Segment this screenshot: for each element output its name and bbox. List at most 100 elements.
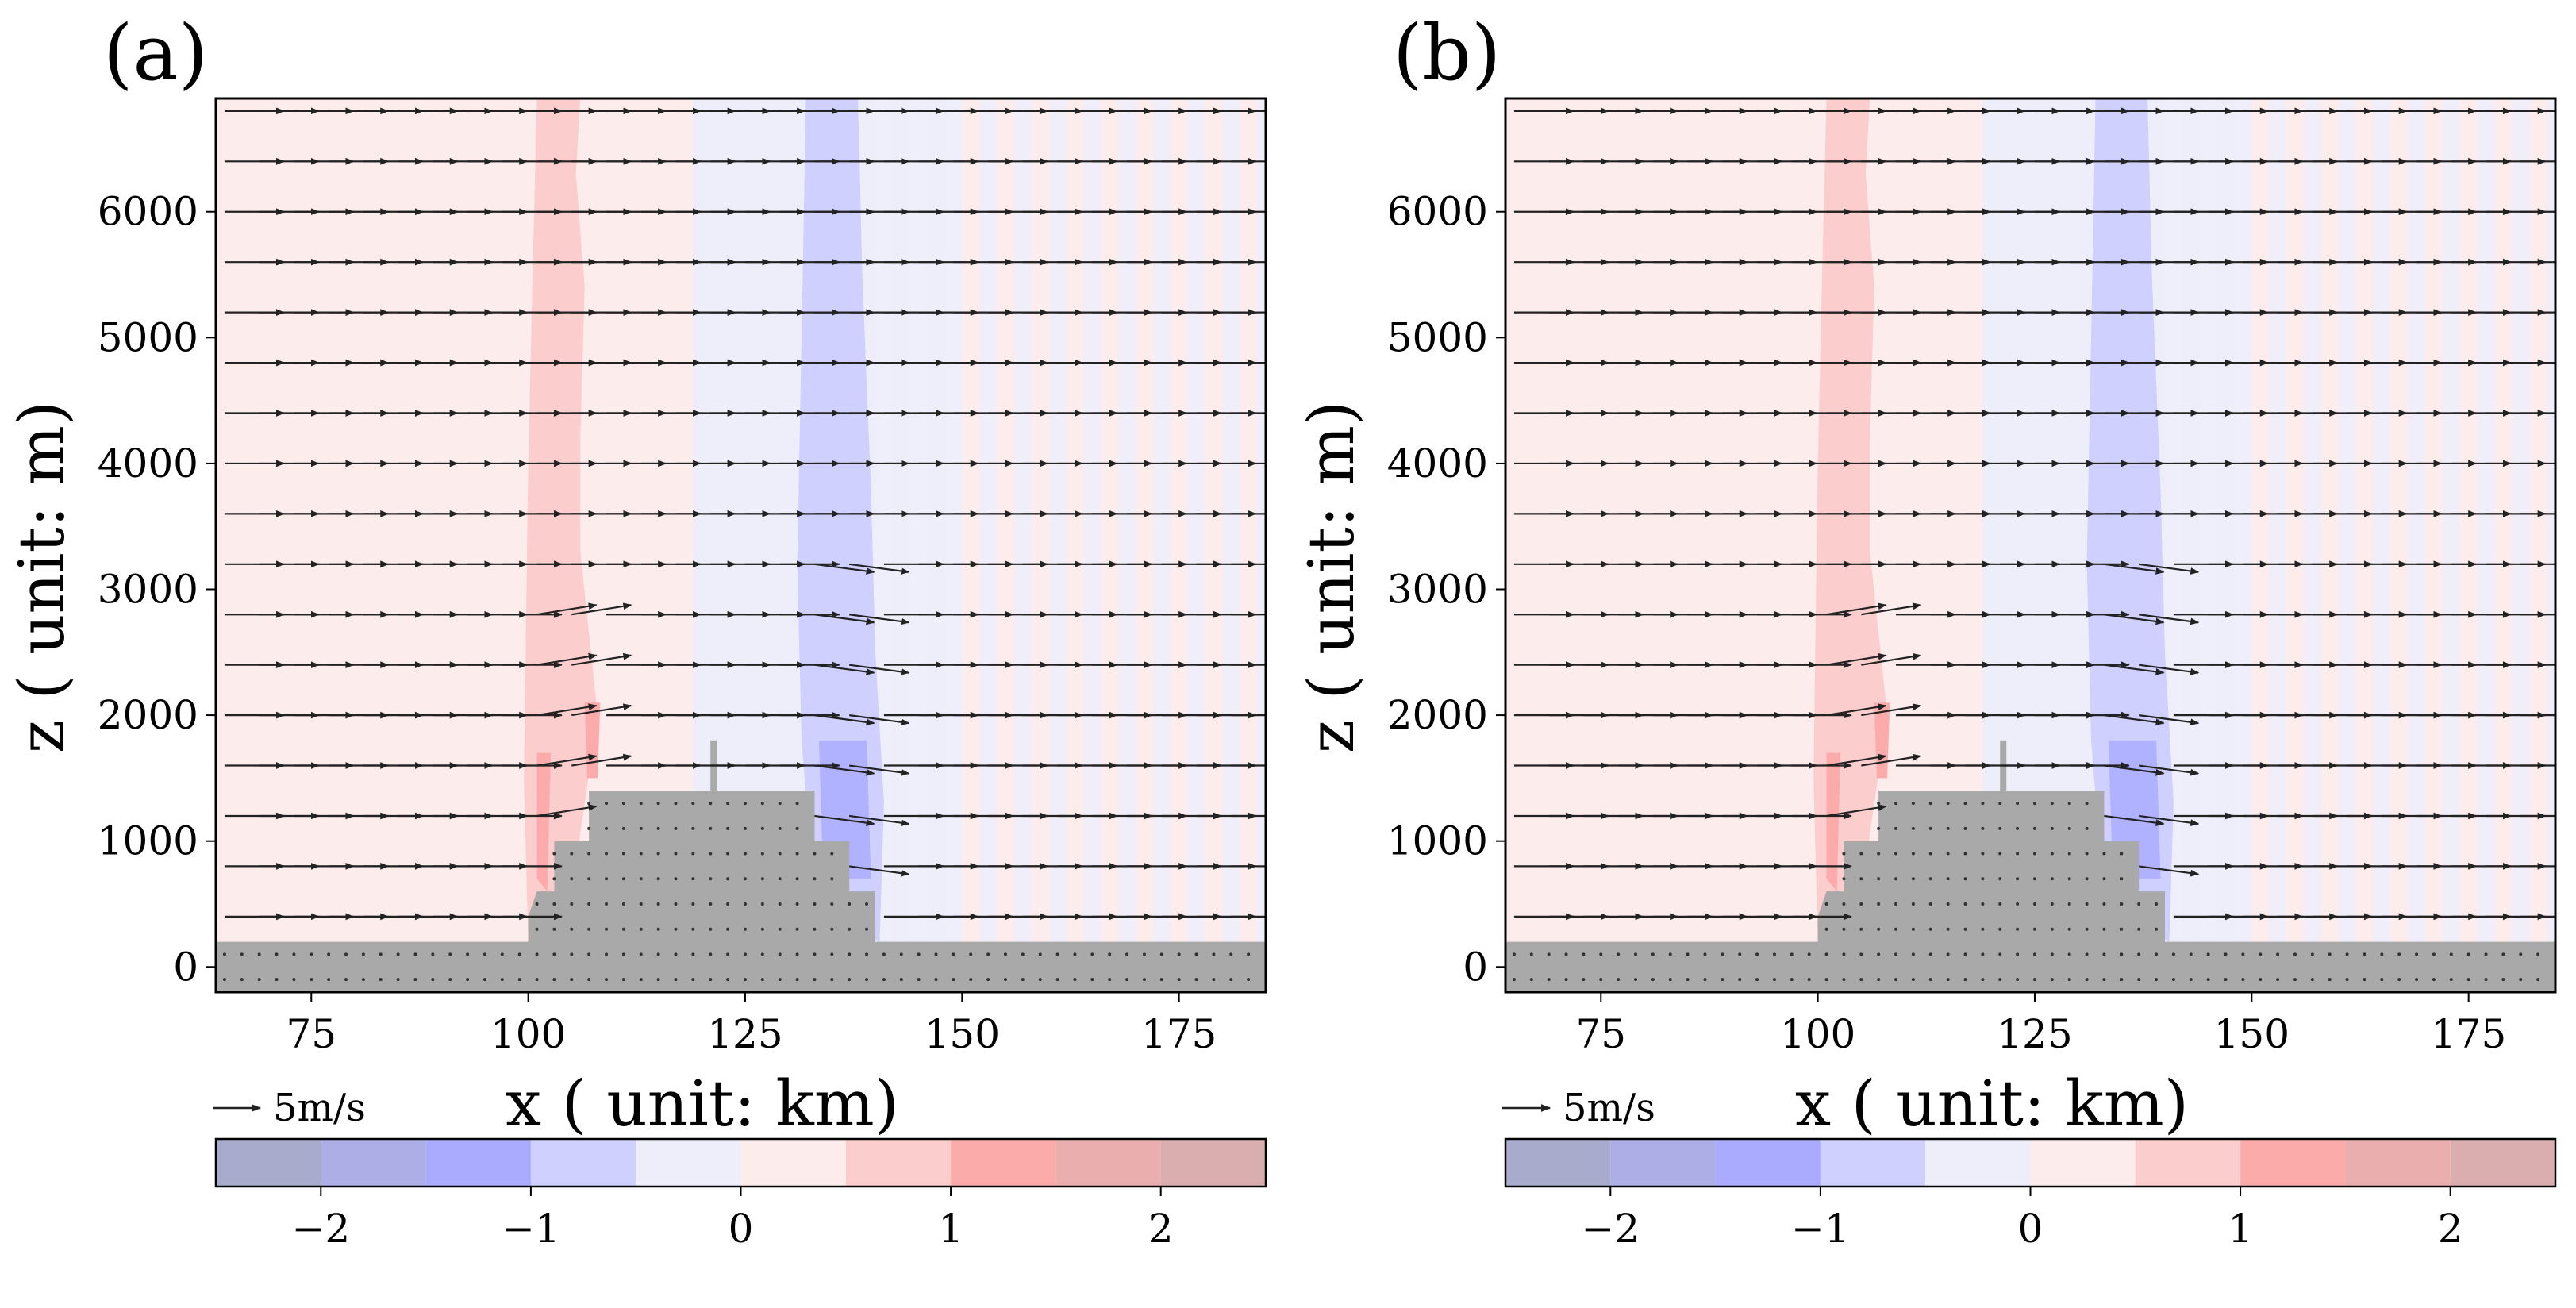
zero-vector-dot [1963,927,1967,931]
zero-vector-dot [1928,852,1932,856]
zero-vector-dot [2536,978,2540,982]
zero-vector-dot [743,826,747,830]
colorbar-swatch [216,1139,321,1187]
wind-vector [849,563,910,575]
wind-vector [536,602,598,616]
zero-vector-dot [396,952,400,956]
colorbar-tick-label: −2 [1581,1206,1640,1252]
zero-vector-dot [605,952,609,956]
zero-vector-dot [917,952,921,956]
zero-vector-dot [1003,952,1007,956]
zero-vector-dot [1038,952,1042,956]
zero-vector-dot [691,902,695,906]
zero-vector-dot [2067,802,2071,806]
x-tick-label: 175 [1141,1011,1217,1057]
x-tick-label: 75 [1575,1011,1626,1057]
zero-vector-dot [795,927,799,931]
zero-vector-dot [1721,952,1724,956]
zero-vector-dot [621,952,625,956]
zero-vector-dot [1981,802,1985,806]
zero-vector-dot [1963,902,1967,906]
zero-vector-dot [605,802,609,806]
zero-vector-dot [552,902,556,906]
zero-vector-dot [1981,978,1985,982]
zero-vector-dot [413,952,417,956]
zero-vector-dot [1212,978,1216,982]
zero-vector-dot [709,877,713,881]
zero-vector-dot [2293,952,2297,956]
zero-vector-dot [1998,902,2002,906]
zero-vector-dot [222,978,226,982]
zero-vector-dot [2171,978,2175,982]
zero-vector-dot [848,902,852,906]
zero-vector-dot [1073,978,1077,982]
field-stripe [2477,98,2495,992]
zero-vector-dot [2102,952,2106,956]
quiver-reference-label: 5m/s [273,1086,366,1130]
zero-vector-dot [1738,952,1742,956]
zero-vector-dot [1998,852,2002,856]
terrain-dots [222,802,1251,982]
zero-vector-dot [2363,952,2366,956]
colorbar-tick-label: 1 [2228,1206,2253,1252]
wind-vector [2104,614,2165,625]
zero-vector-dot [1668,952,1672,956]
zero-vector-dot [2032,802,2036,806]
wind-vector [1861,602,1922,616]
zero-vector-dot [2016,927,2020,931]
zero-vector-dot [483,978,486,982]
zero-vector-dot [1512,952,1516,956]
colorbar-swatch [2345,1139,2451,1187]
zero-vector-dot [760,802,764,806]
colorbar-swatch [1610,1139,1716,1187]
zero-vector-dot [1911,978,1915,982]
zero-vector-dot [1038,978,1042,982]
zero-vector-dot [2016,802,2020,806]
zero-vector-dot [778,927,782,931]
y-tick-label: 5000 [98,314,198,360]
zero-vector-dot [1108,978,1112,982]
zero-vector-dot [830,952,834,956]
zero-vector-dot [1859,978,1863,982]
wind-vector [1826,602,1887,616]
zero-vector-dot [1599,952,1603,956]
wind-vector [814,563,875,575]
colorbar-tick-label: 2 [1148,1206,1174,1252]
zero-vector-dot [587,902,591,906]
zero-vector-dot [1529,952,1533,956]
zero-vector-dot [570,952,574,956]
zero-vector-dot [2310,978,2314,982]
zero-vector-dot [1634,952,1638,956]
zero-vector-dot [257,952,261,956]
colorbar-swatch [321,1139,426,1187]
zero-vector-dot [1894,952,1898,956]
zero-vector-dot [2501,952,2505,956]
zero-vector-dot [760,978,764,982]
zero-vector-dot [1772,952,1776,956]
zero-vector-dot [570,852,574,856]
wind-vector [849,664,910,675]
field-stripe [2303,98,2321,992]
zero-vector-dot [466,952,470,956]
zero-vector-dot [1564,978,1568,982]
zero-vector-dot [986,952,990,956]
zero-vector-dot [621,978,625,982]
zero-vector-dot [726,978,730,982]
zero-vector-dot [1877,852,1881,856]
zero-vector-dot [1963,877,1967,881]
zero-vector-dot [2432,978,2436,982]
zero-vector-dot [691,826,695,830]
zero-vector-dot [2206,952,2210,956]
zero-vector-dot [1928,826,1932,830]
colorbar-swatch [1055,1139,1161,1187]
zero-vector-dot [605,902,609,906]
zero-vector-dot [1877,877,1881,881]
colorbar-swatch [951,1139,1056,1187]
field-stripe [1118,98,1136,992]
wind-vector [2139,664,2200,675]
zero-vector-dot [726,927,730,931]
colorbar-tick-label: 2 [2438,1206,2463,1252]
zero-vector-dot [709,802,713,806]
zero-vector-dot [726,877,730,881]
zero-vector-dot [2067,852,2071,856]
